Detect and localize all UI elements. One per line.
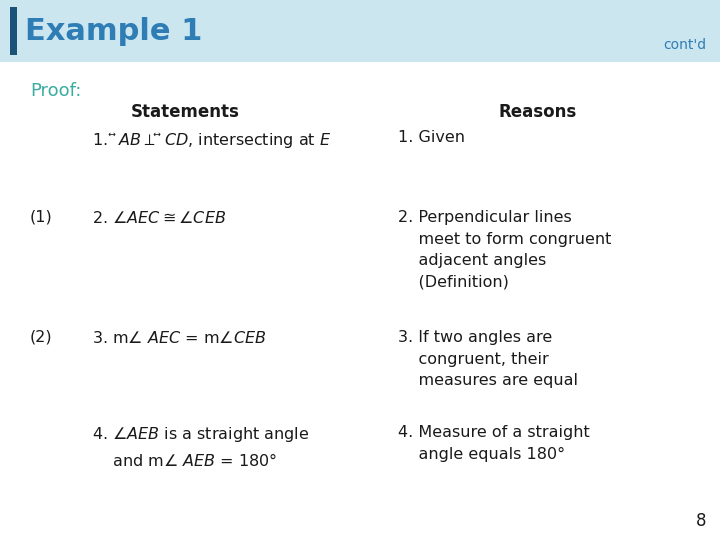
Text: 4. Measure of a straight
    angle equals 180°: 4. Measure of a straight angle equals 18… bbox=[398, 425, 590, 462]
Bar bbox=[0, 0, 720, 62]
Text: 2. Perpendicular lines
    meet to form congruent
    adjacent angles
    (Defin: 2. Perpendicular lines meet to form cong… bbox=[398, 210, 611, 290]
Text: 1. Given: 1. Given bbox=[398, 130, 465, 145]
Text: Reasons: Reasons bbox=[499, 103, 577, 121]
Text: 4. $\angle AEB$ is a straight angle
    and m$\angle$ $AEB$ = 180°: 4. $\angle AEB$ is a straight angle and … bbox=[92, 425, 309, 469]
Bar bbox=[10, 7, 17, 55]
Text: (1): (1) bbox=[30, 210, 53, 225]
Text: 1. $\overleftrightarrow{AB} \perp \overleftrightarrow{CD}$, intersecting at $E$: 1. $\overleftrightarrow{AB} \perp \overl… bbox=[92, 130, 331, 150]
Text: Example 1: Example 1 bbox=[25, 17, 202, 45]
Text: 3. m$\angle$ $AEC$ = m$\angle$$CEB$: 3. m$\angle$ $AEC$ = m$\angle$$CEB$ bbox=[92, 330, 266, 346]
Text: Statements: Statements bbox=[130, 103, 240, 121]
Text: 3. If two angles are
    congruent, their
    measures are equal: 3. If two angles are congruent, their me… bbox=[398, 330, 578, 388]
Text: 2. $\angle AEC \cong \angle CEB$: 2. $\angle AEC \cong \angle CEB$ bbox=[92, 210, 226, 226]
Text: 8: 8 bbox=[696, 512, 706, 530]
Text: (2): (2) bbox=[30, 330, 53, 345]
Text: Proof:: Proof: bbox=[30, 82, 81, 100]
Text: cont'd: cont'd bbox=[663, 38, 706, 52]
